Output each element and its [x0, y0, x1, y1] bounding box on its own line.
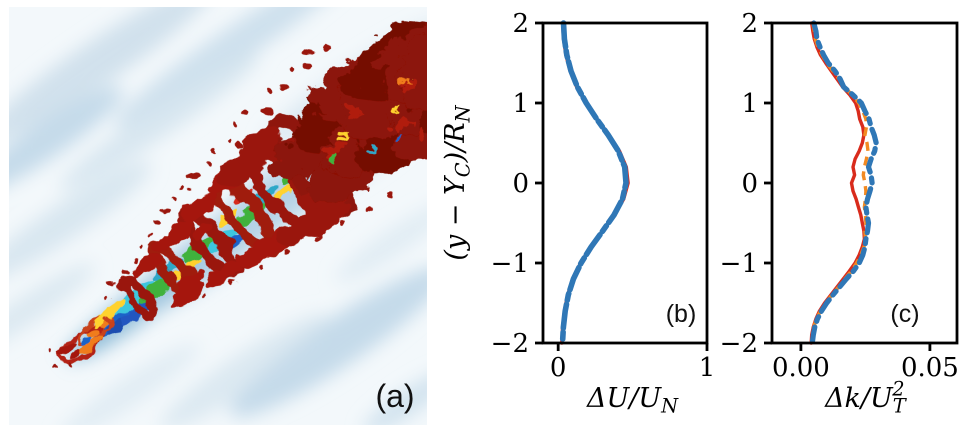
turbulent-far-field [266, 12, 427, 204]
y-tick-label: −1 [720, 249, 758, 279]
panel-a-letter: (a) [375, 378, 414, 414]
y-tick-label: −2 [491, 329, 529, 359]
y-tick-label: 0 [512, 169, 529, 199]
panel-b-letter: (b) [666, 300, 697, 328]
series-blue-dash-dot [559, 20, 629, 346]
x-tick-label: 0 [550, 353, 567, 383]
y-tick-label: −1 [491, 249, 529, 279]
x-tick-label: 0.05 [901, 353, 959, 383]
x-tick-label: 1 [699, 353, 715, 383]
y-axis-label: (y − YC)/RN [440, 104, 474, 260]
series-blue-dash-dot [809, 20, 879, 346]
x-axis-label: ΔU/UN [586, 383, 679, 417]
x-tick-label: 0.00 [772, 353, 830, 383]
series-orange-dashed [810, 22, 870, 344]
debris-speckles [50, 43, 398, 368]
y-tick-label: 2 [741, 9, 758, 39]
chart-velocity-deficit: 0 1 2 1 0 −1 −2 ΔU/UN (y − YC)/RN (b) [440, 9, 715, 417]
y-tick-label: 0 [741, 169, 758, 199]
x-axis-label: Δk/UT2 [824, 378, 908, 418]
y-tick-label: 1 [741, 89, 758, 119]
chart-tke-deficit: 0.00 0.05 2 1 0 −1 −2 Δk/UT2 (c) [720, 9, 959, 418]
y-tick-label: 2 [512, 9, 529, 39]
y-tick-label: 1 [512, 89, 529, 119]
panel-c-letter: (c) [890, 300, 919, 328]
flow-visualization-panel: (a) [9, 7, 427, 425]
y-tick-label: −2 [720, 329, 758, 359]
axes-frame [770, 21, 959, 345]
